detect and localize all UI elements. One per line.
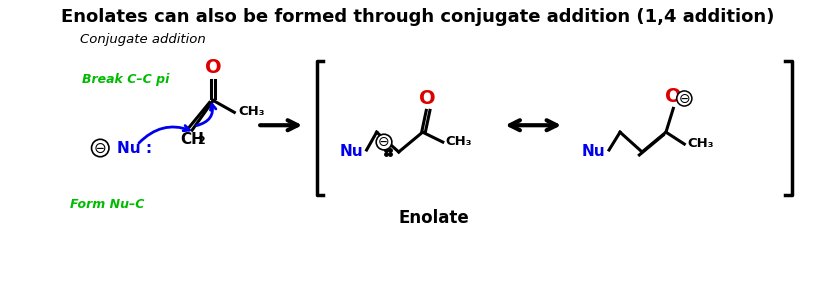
Text: O: O bbox=[665, 87, 681, 106]
Text: Enolates can also be formed through conjugate addition (1,4 addition): Enolates can also be formed through conj… bbox=[61, 8, 775, 26]
Text: Nu :: Nu : bbox=[117, 140, 152, 155]
Text: Conjugate addition: Conjugate addition bbox=[79, 33, 206, 46]
Text: CH₃: CH₃ bbox=[238, 105, 264, 118]
Text: Nu: Nu bbox=[339, 145, 363, 160]
Text: O: O bbox=[419, 89, 436, 108]
Text: 2: 2 bbox=[197, 136, 205, 146]
Text: Enolate: Enolate bbox=[398, 209, 469, 227]
Text: CH₃: CH₃ bbox=[687, 136, 714, 150]
Text: CH: CH bbox=[180, 132, 204, 147]
Text: ⊖: ⊖ bbox=[679, 92, 691, 106]
Text: CH₃: CH₃ bbox=[446, 135, 472, 148]
Text: Break C–C pi: Break C–C pi bbox=[82, 73, 169, 86]
Text: ⊖: ⊖ bbox=[378, 135, 390, 149]
Text: O: O bbox=[205, 58, 222, 77]
Text: Nu: Nu bbox=[582, 145, 605, 160]
Text: ⊖: ⊖ bbox=[94, 140, 107, 155]
Text: Form Nu–C: Form Nu–C bbox=[70, 198, 145, 211]
